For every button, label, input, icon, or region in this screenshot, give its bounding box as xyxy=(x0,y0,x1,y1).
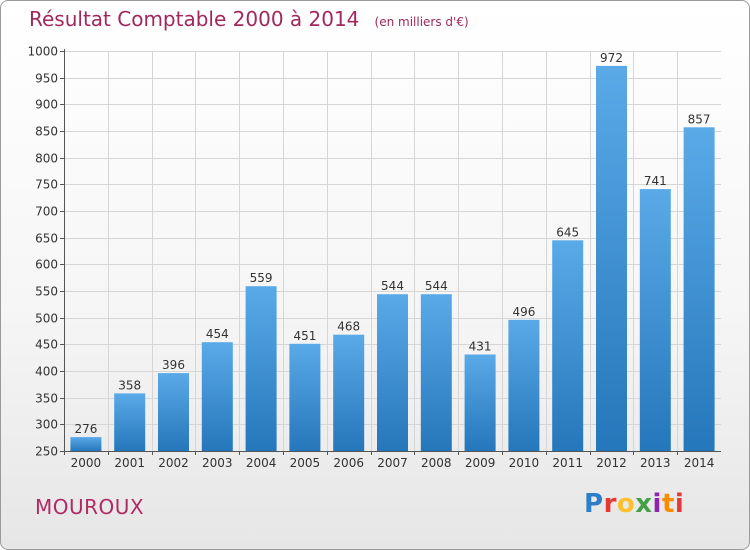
data-label: 454 xyxy=(206,327,229,341)
y-tick-label: 600 xyxy=(35,258,58,272)
data-label: 276 xyxy=(74,422,97,436)
data-label: 857 xyxy=(688,112,711,126)
y-tick-label: 550 xyxy=(35,285,58,299)
bars xyxy=(70,65,715,452)
data-label: 396 xyxy=(162,358,185,372)
bar xyxy=(420,294,452,451)
logo-letter: i xyxy=(674,489,685,519)
data-label: 559 xyxy=(250,271,273,285)
commune-name: MOUROUX xyxy=(35,495,145,519)
data-label: 544 xyxy=(381,279,404,293)
data-label: 741 xyxy=(644,174,667,188)
bar xyxy=(552,240,584,451)
logo-letter: o xyxy=(616,489,636,519)
y-tick-label: 800 xyxy=(35,152,58,166)
x-tick-label: 2008 xyxy=(421,456,452,470)
data-label: 358 xyxy=(118,378,141,392)
x-tick-label: 2014 xyxy=(684,456,715,470)
y-tick-label: 900 xyxy=(35,98,58,112)
x-tick-label: 2002 xyxy=(158,456,189,470)
bar xyxy=(114,393,146,451)
logo-letter: x xyxy=(635,489,653,519)
bar xyxy=(289,343,321,451)
x-tick-label: 2012 xyxy=(596,456,627,470)
bar xyxy=(201,342,233,451)
axes: 250 300 350 400 450 500 550 600 650 700 750 800 850 9… xyxy=(27,45,721,470)
y-tick-label: 500 xyxy=(35,312,58,326)
x-tick-label: 2011 xyxy=(552,456,583,470)
x-tick-label: 2004 xyxy=(246,456,277,470)
logo-letter: P xyxy=(584,489,604,519)
data-label: 544 xyxy=(425,279,448,293)
logo-letter: r xyxy=(603,489,617,519)
y-tick-label: 250 xyxy=(35,445,58,459)
x-tick-label: 2007 xyxy=(377,456,408,470)
logo-letter: i xyxy=(652,489,662,519)
x-tick-label: 2001 xyxy=(114,456,145,470)
logo-letter: t xyxy=(661,489,675,519)
y-tick-label: 350 xyxy=(35,392,58,406)
y-tick-label: 300 xyxy=(35,418,58,432)
data-label: 645 xyxy=(556,225,579,239)
x-tick-label: 2009 xyxy=(465,456,496,470)
chart-title-block: Résultat Comptable 2000 à 2014 (en milli… xyxy=(29,7,469,31)
y-tick-label: 400 xyxy=(35,365,58,379)
y-tick-label: 1000 xyxy=(27,45,58,59)
chart-unit-label: (en milliers d'€) xyxy=(374,15,469,29)
x-tick-label: 2006 xyxy=(333,456,364,470)
data-label: 451 xyxy=(293,329,316,343)
x-tick-label: 2003 xyxy=(202,456,233,470)
x-tick-label: 2010 xyxy=(509,456,540,470)
bar xyxy=(158,373,189,451)
bar xyxy=(377,294,408,451)
y-tick-label: 650 xyxy=(35,232,58,246)
data-label: 431 xyxy=(469,340,492,354)
bar xyxy=(245,286,277,451)
data-labels: 276 358 396 454 559 451 468 544 544 431 496 645 972 7… xyxy=(74,51,710,436)
bar xyxy=(596,65,627,452)
y-tick-label: 850 xyxy=(35,125,58,139)
data-label: 972 xyxy=(600,51,623,65)
y-tick-label: 750 xyxy=(35,178,58,192)
y-tick-label: 950 xyxy=(35,72,58,86)
bar xyxy=(683,127,715,452)
x-tick-label: 2005 xyxy=(290,456,321,470)
proxiti-logo: Proxiti xyxy=(584,489,684,519)
bar xyxy=(70,437,102,451)
bar xyxy=(333,334,365,451)
x-tick-label: 2000 xyxy=(71,456,102,470)
bar xyxy=(508,319,540,451)
data-label: 468 xyxy=(337,320,360,334)
y-tick-label: 700 xyxy=(35,205,58,219)
x-tick-label: 2013 xyxy=(640,456,671,470)
y-tick-label: 450 xyxy=(35,338,58,352)
chart-title: Résultat Comptable 2000 à 2014 xyxy=(29,7,360,31)
bar xyxy=(639,189,671,451)
data-label: 496 xyxy=(512,305,535,319)
bar xyxy=(464,354,496,451)
